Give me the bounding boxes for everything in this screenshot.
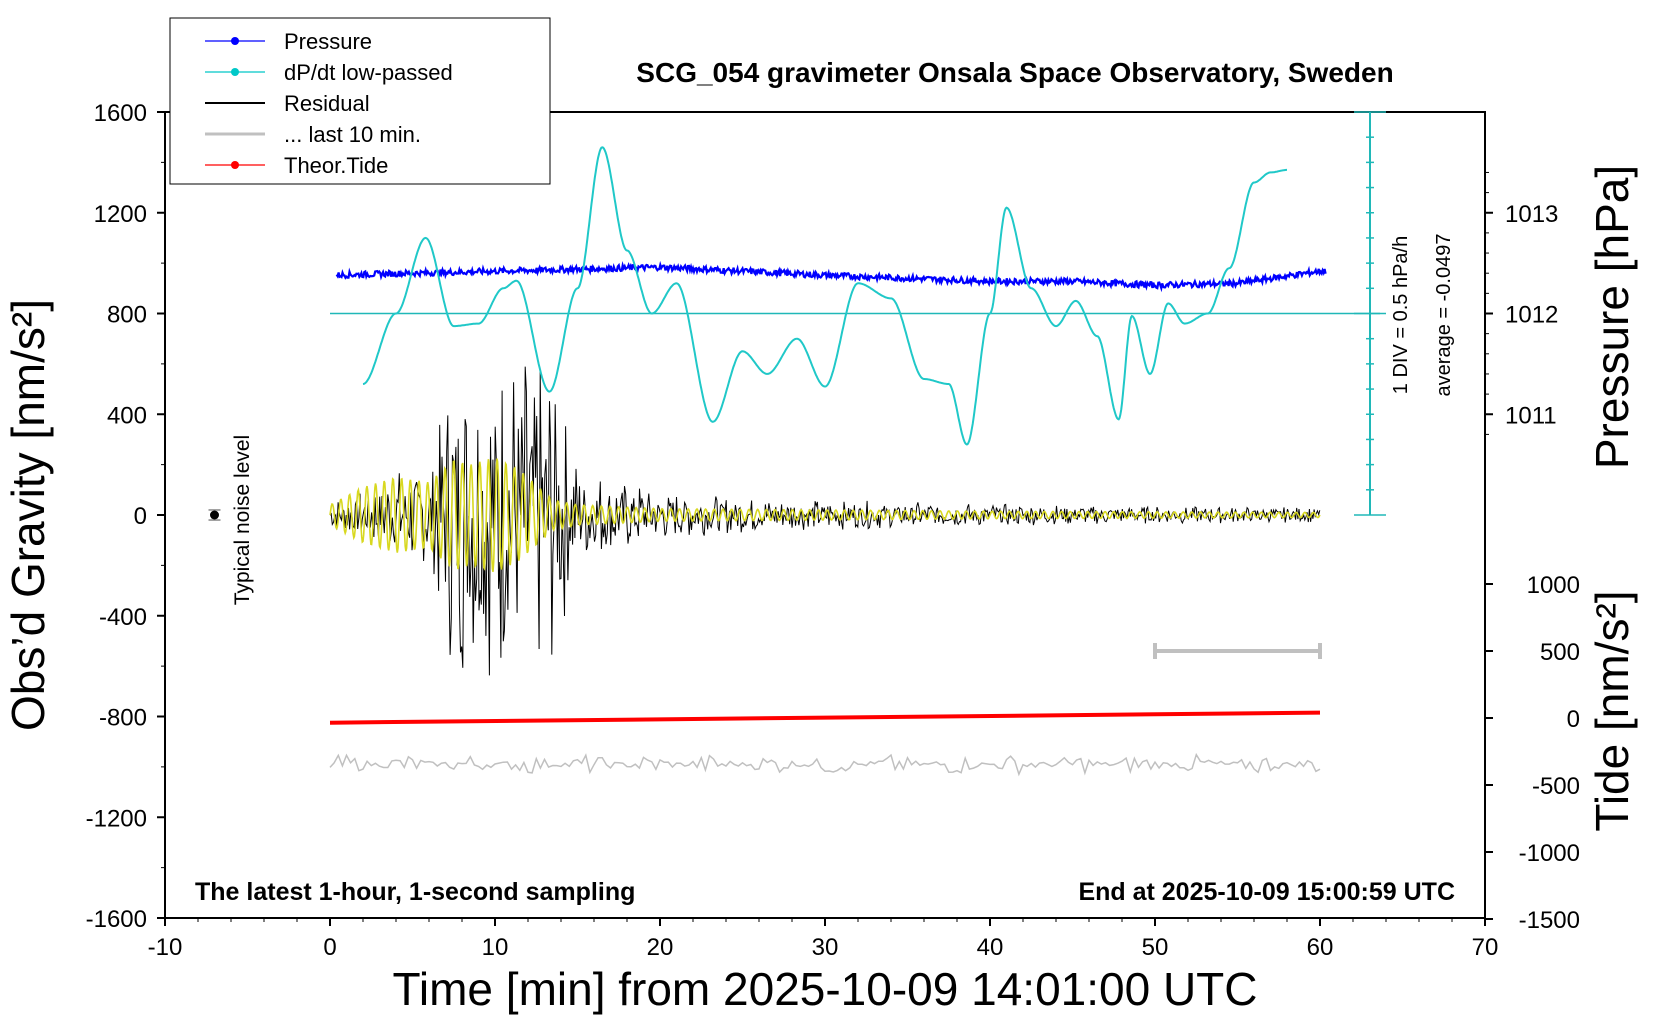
last-10-min-series-line xyxy=(329,752,1321,777)
x-tick-label: 0 xyxy=(323,934,336,961)
x-tick-label: 50 xyxy=(1142,934,1169,961)
y-tick-label-left: 1600 xyxy=(94,100,147,127)
x-tick-label: 60 xyxy=(1307,934,1334,961)
y-tick-label-left: 800 xyxy=(107,302,147,329)
tide-tick-label: 500 xyxy=(1540,639,1580,666)
x-tick-label: 40 xyxy=(977,934,1004,961)
tide-tick-label: -1000 xyxy=(1519,840,1580,867)
legend-swatch-dot xyxy=(231,161,239,169)
sampling-note: The latest 1-hour, 1-second sampling xyxy=(195,878,635,906)
dpdt-series-line xyxy=(362,146,1287,446)
y-tick-label-left: -800 xyxy=(99,705,147,732)
scale-average-label: average = -0.0497 xyxy=(1433,234,1455,397)
tide-series-line xyxy=(329,710,1321,725)
bandpassed-series-line xyxy=(329,458,1321,572)
x-tick-label: 70 xyxy=(1472,934,1499,961)
y-tick-label-left: -400 xyxy=(99,604,147,631)
pressure-series-line xyxy=(335,260,1327,293)
legend-label: Residual xyxy=(284,91,370,116)
y-tick-label-left: 400 xyxy=(107,402,147,429)
legend-label: dP/dt low-passed xyxy=(284,60,453,85)
y-tick-label-left: 1200 xyxy=(94,201,147,228)
noise-level-label: Typical noise level xyxy=(231,435,254,605)
y-tick-label-left: 0 xyxy=(134,503,147,530)
y-tick-label-left: -1200 xyxy=(86,805,147,832)
pressure-tick-label: 1013 xyxy=(1505,201,1558,228)
x-tick-label: 10 xyxy=(482,934,509,961)
x-tick-label: 20 xyxy=(647,934,674,961)
legend-label: Theor.Tide xyxy=(284,153,388,178)
y-tick-label-left: -1600 xyxy=(86,906,147,933)
pressure-tick-label: 1012 xyxy=(1505,302,1558,329)
legend-swatch-dot xyxy=(231,68,239,76)
axes-layer: -10 0 10 20 30 40 50 60 70 1600 1200 800 400 0 -400 -80… xyxy=(86,100,1580,961)
tide-tick-label: -500 xyxy=(1532,773,1580,800)
legend-swatch-dot xyxy=(231,37,239,45)
legend-label: Pressure xyxy=(284,29,372,54)
x-axis-title: Time [min] from 2025-10-09 14:01:00 UTC xyxy=(393,963,1258,1015)
y-axis-title-tide: Tide [nm/s²] xyxy=(1586,590,1638,831)
noise-level-point xyxy=(210,510,219,520)
chart-title: SCG_054 gravimeter Onsala Space Observat… xyxy=(636,57,1393,88)
tide-tick-label: -1500 xyxy=(1519,907,1580,934)
scale-div-label: 1 DIV = 0.5 hPa/h xyxy=(1390,236,1412,394)
legend-items: Pressure dP/dt low-passed Residual ... last… xyxy=(205,29,453,178)
end-time-note: End at 2025-10-09 15:00:59 UTC xyxy=(1078,878,1455,906)
y-axis-title-pressure: Pressure [hPa] xyxy=(1586,165,1638,469)
y-axis-title-left: Obs’d Gravity [nm/s²] xyxy=(2,299,54,731)
tide-tick-label: 1000 xyxy=(1527,572,1580,599)
legend-box xyxy=(169,17,551,185)
residual-series-line xyxy=(329,366,1321,676)
pressure-tick-label: 1011 xyxy=(1505,402,1557,429)
x-tick-label: 30 xyxy=(812,934,839,961)
legend-label: ... last 10 min. xyxy=(284,122,421,147)
legend: Pressure dP/dt low-passed Residual ... last… xyxy=(169,17,551,185)
tide-tick-label: 0 xyxy=(1567,706,1580,733)
series-layer xyxy=(208,111,1386,777)
x-tick-label: -10 xyxy=(148,934,183,961)
